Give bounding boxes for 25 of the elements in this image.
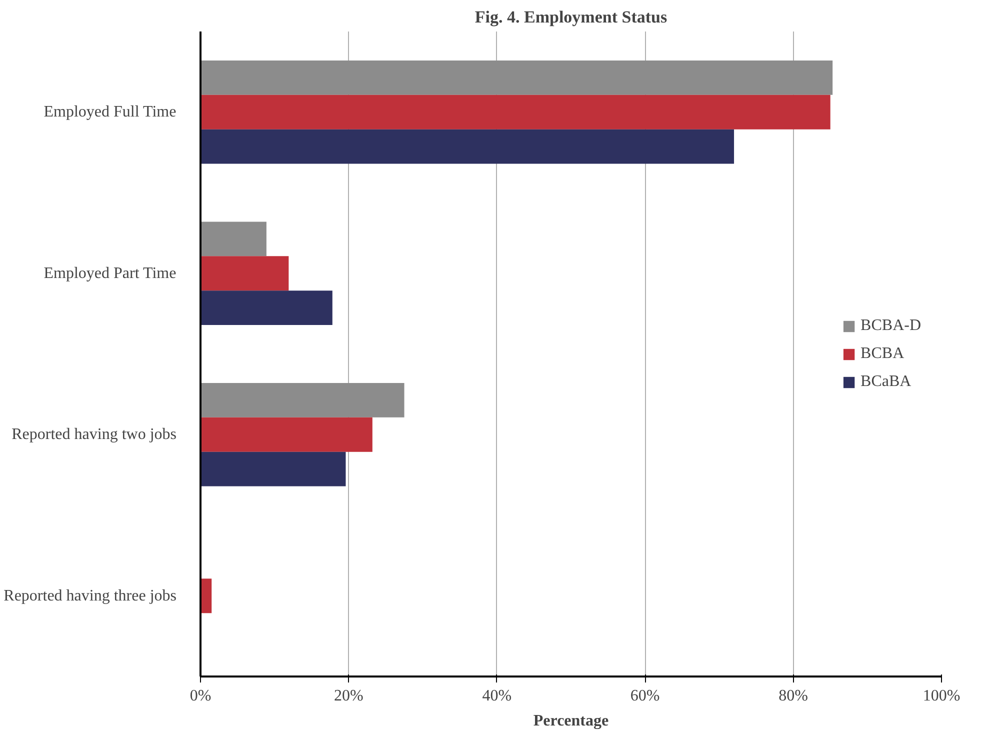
y-tick-label: Reported having two jobs <box>12 426 177 444</box>
bar <box>200 256 289 291</box>
bar <box>200 383 404 418</box>
legend-label: BCBA <box>860 344 904 362</box>
y-tick-label: Employed Full Time <box>44 104 176 121</box>
x-tick-label: 40% <box>482 688 512 704</box>
chart-title: Fig. 4. Employment Status <box>474 8 668 26</box>
bar <box>200 222 266 256</box>
bar <box>200 129 734 164</box>
bar <box>200 290 332 325</box>
x-axis-title: Percentage <box>533 712 609 730</box>
bar <box>200 60 833 95</box>
bar <box>200 452 346 486</box>
legend-label: BCBA-D <box>860 316 921 334</box>
x-tick-label: 60% <box>630 688 660 704</box>
bar <box>200 417 372 452</box>
bar <box>200 94 830 130</box>
y-tick-label: Employed Part Time <box>44 264 176 282</box>
x-tick-label: 80% <box>778 688 808 704</box>
bar <box>200 578 212 614</box>
y-tick-label: Reported having three jobs <box>4 587 176 604</box>
x-tick-label: 20% <box>334 688 364 704</box>
legend-label: BCaBA <box>860 372 912 390</box>
x-tick-label: 100% <box>922 688 960 704</box>
x-tick-label: 0% <box>190 688 212 704</box>
